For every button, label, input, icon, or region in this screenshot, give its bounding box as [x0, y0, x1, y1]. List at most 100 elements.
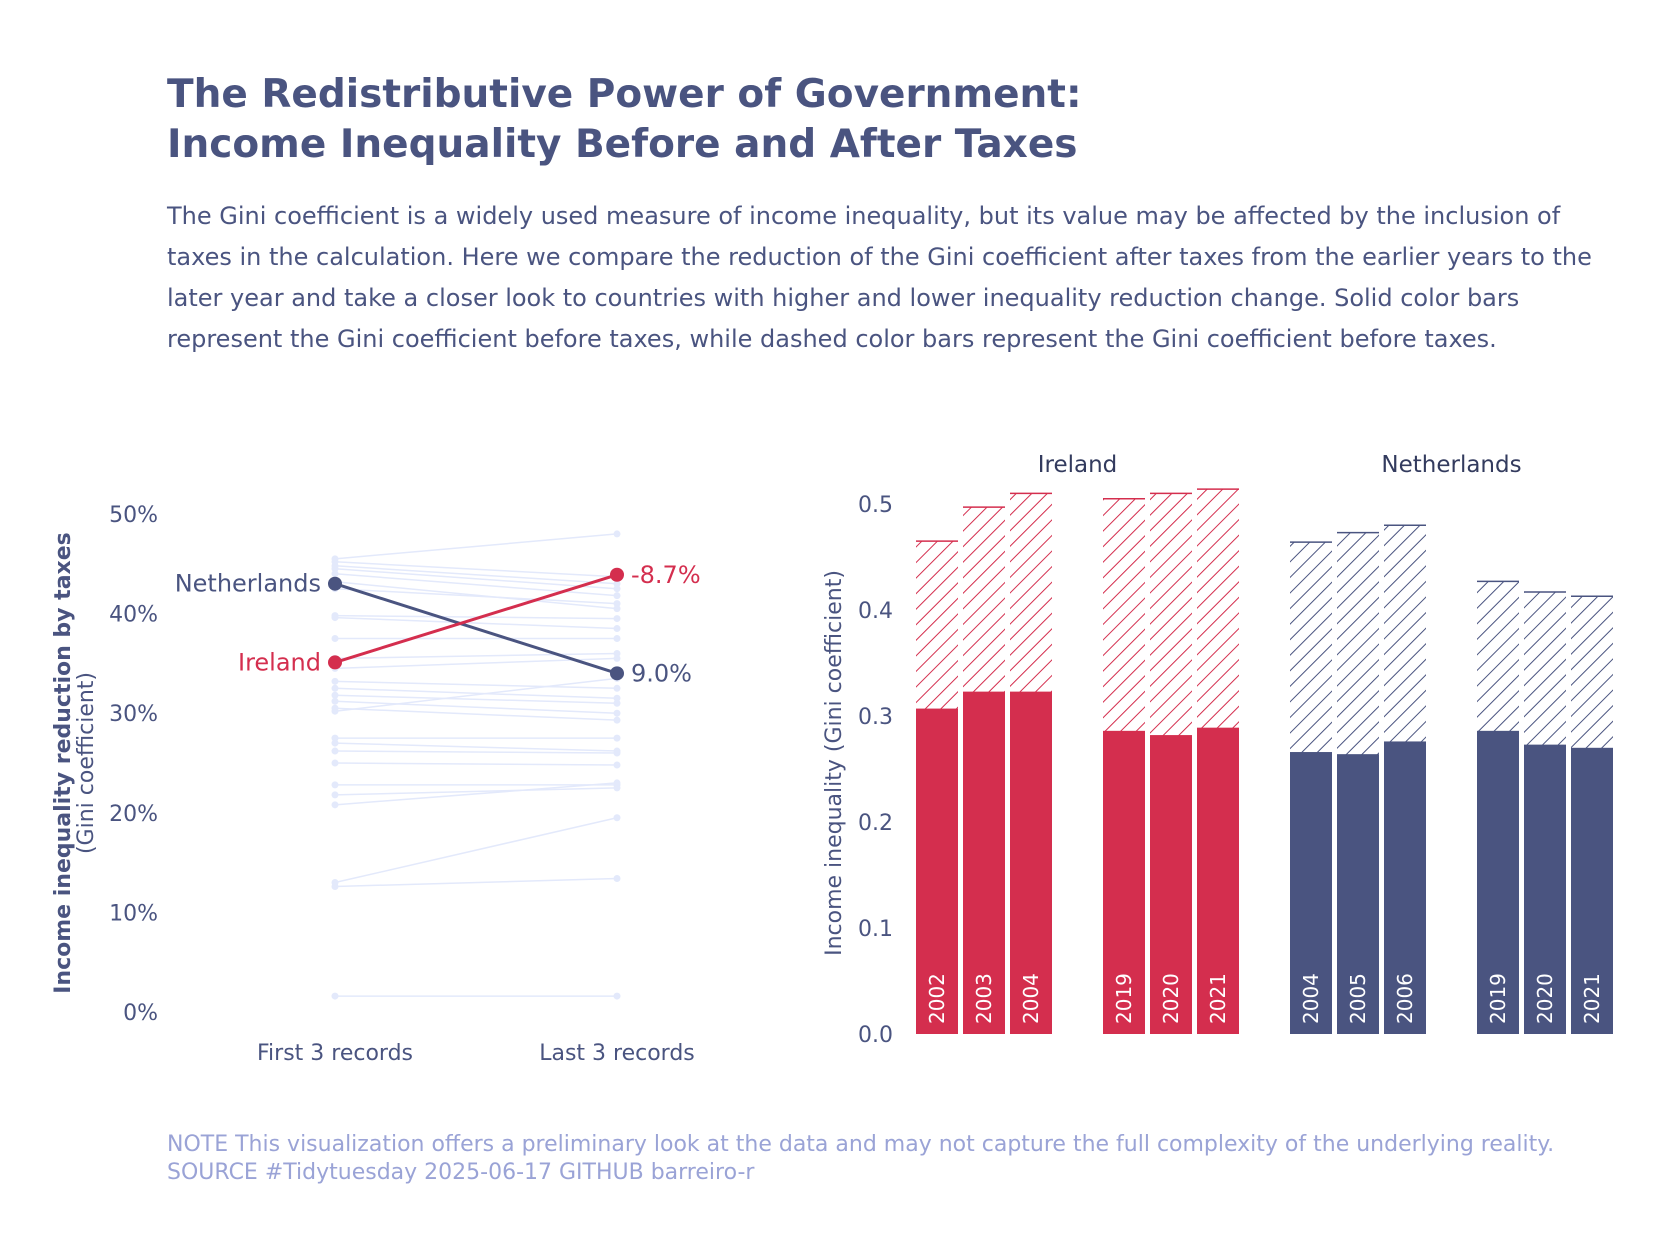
background-series-point: [613, 992, 621, 1000]
netherlands-after-tax-bar: [1524, 744, 1566, 1034]
netherlands-year-label: 2005: [1346, 973, 1370, 1024]
background-series-point: [613, 654, 621, 662]
slope-background-lines: [331, 530, 621, 1000]
ireland-year-label: 2021: [1206, 973, 1230, 1024]
y-axis-title: Income inequality reduction by taxes: [51, 532, 76, 994]
background-series-point: [331, 614, 339, 622]
chart-title: The Redistributive Power of Government: …: [167, 70, 1467, 170]
background-series-point: [613, 709, 621, 717]
x-tick-label: Last 3 records: [539, 1041, 695, 1066]
background-series-point: [331, 781, 339, 789]
background-series-point: [331, 883, 339, 891]
y-axis-title: Income inequality (Gini coefficient): [822, 570, 847, 956]
background-series-point: [613, 761, 621, 769]
netherlands-start-point: [328, 576, 342, 591]
bar-axis: 0.0 0.1 0.2 0.3 0.4 0.5 Income inequality (Gin…: [822, 452, 1522, 1048]
y-tick-label: 10%: [109, 901, 158, 926]
netherlands-year-label: 2021: [1580, 973, 1604, 1024]
netherlands-series-label: Netherlands: [175, 570, 321, 598]
background-series-point: [613, 615, 621, 623]
ireland-year-label: 2003: [972, 973, 996, 1024]
background-series-point: [331, 697, 339, 705]
background-series-point: [613, 684, 621, 692]
y-axis-subtitle: (Gini coefficient): [74, 672, 99, 854]
background-series-point: [331, 570, 339, 578]
netherlands-after-tax-bar: [1384, 741, 1426, 1034]
background-series-line: [334, 568, 618, 590]
y-tick-label: 0.2: [858, 811, 893, 836]
netherlands-after-tax-bar: [1477, 730, 1519, 1034]
chart-title-line-1: The Redistributive Power of Government:: [167, 72, 1082, 117]
ireland-year-label: 2002: [925, 973, 949, 1024]
ireland-after-tax-bar: [1150, 735, 1192, 1034]
background-series-line: [334, 573, 618, 597]
background-series-line: [334, 580, 618, 610]
x-tick-label: First 3 records: [257, 1041, 413, 1066]
ireland-after-tax-bar: [963, 691, 1005, 1034]
background-series-point: [331, 734, 339, 742]
background-series-line: [334, 687, 618, 700]
ireland-end-value-label: -8.7%: [631, 561, 701, 589]
y-tick-label: 0.5: [858, 493, 893, 518]
facet-label-netherlands: Netherlands: [1381, 452, 1521, 478]
ireland-series-label: Ireland: [238, 648, 321, 676]
ireland-year-label: 2020: [1159, 973, 1183, 1024]
netherlands-end-point: [610, 666, 624, 681]
background-series-point: [331, 684, 339, 692]
background-series-line: [334, 533, 618, 560]
background-series-point: [613, 779, 621, 787]
background-series-point: [613, 814, 621, 822]
background-series-line: [334, 657, 618, 670]
background-series-line: [334, 565, 618, 585]
background-series-line: [334, 680, 618, 690]
background-series-line: [334, 652, 618, 660]
background-series-point: [613, 585, 621, 593]
background-series-line: [334, 782, 618, 806]
background-series-line: [334, 762, 618, 766]
background-series-line: [334, 787, 618, 796]
background-series-line: [334, 817, 618, 884]
bar-marks: 2002 2003 2004 2019 2020 2021 2004 2005 2006 2019…: [916, 488, 1613, 1034]
background-series-point: [613, 580, 621, 588]
background-series-point: [613, 649, 621, 657]
netherlands-after-tax-bar: [1337, 754, 1379, 1034]
chart-subtitle: The Gini coefficient is a widely used me…: [167, 202, 1592, 353]
background-series-point: [331, 677, 339, 685]
background-series-point: [613, 875, 621, 883]
y-tick-label: 0%: [123, 1001, 158, 1026]
netherlands-year-label: 2004: [1299, 973, 1323, 1024]
ireland-after-tax-bar: [1197, 727, 1239, 1034]
background-series-line: [334, 694, 618, 704]
ireland-start-point: [328, 655, 342, 670]
ireland-after-tax-bar: [1103, 730, 1145, 1034]
y-tick-label: 0.0: [858, 1023, 893, 1048]
background-series-line: [334, 877, 618, 888]
background-series-line: [334, 677, 618, 712]
ireland-after-tax-bar: [1010, 691, 1052, 1034]
background-series-point: [613, 699, 621, 707]
background-series-point: [613, 635, 621, 642]
background-series-point: [331, 707, 339, 715]
background-series-line: [334, 700, 618, 714]
background-series-point: [613, 592, 621, 600]
y-tick-label: 0.3: [858, 705, 893, 730]
chart-caption: NOTE This visualization offers a prelimi…: [167, 1132, 1555, 1185]
background-series-point: [613, 530, 621, 538]
ireland-series-line: [334, 573, 618, 664]
slope-axis: 0% 10% 20% 30% 40% 50% First 3 records Last 3 r…: [51, 503, 695, 1066]
background-series-line: [334, 750, 618, 754]
background-series-line: [334, 616, 618, 630]
ireland-year-label: 2019: [1112, 973, 1136, 1024]
chart-title-line-2: Income Inequality Before and After Taxes: [167, 122, 1078, 167]
y-tick-label: 50%: [109, 503, 158, 528]
background-series-point: [331, 635, 339, 642]
background-series-point: [331, 565, 339, 573]
background-series-point: [613, 600, 621, 608]
netherlands-year-label: 2006: [1393, 973, 1417, 1024]
netherlands-end-value-label: 9.0%: [631, 659, 692, 687]
background-series-line: [334, 707, 618, 721]
netherlands-year-label: 2019: [1486, 973, 1510, 1024]
ireland-end-point: [610, 567, 624, 582]
y-tick-label: 0.4: [858, 599, 893, 624]
ireland-year-label: 2004: [1019, 973, 1043, 1024]
